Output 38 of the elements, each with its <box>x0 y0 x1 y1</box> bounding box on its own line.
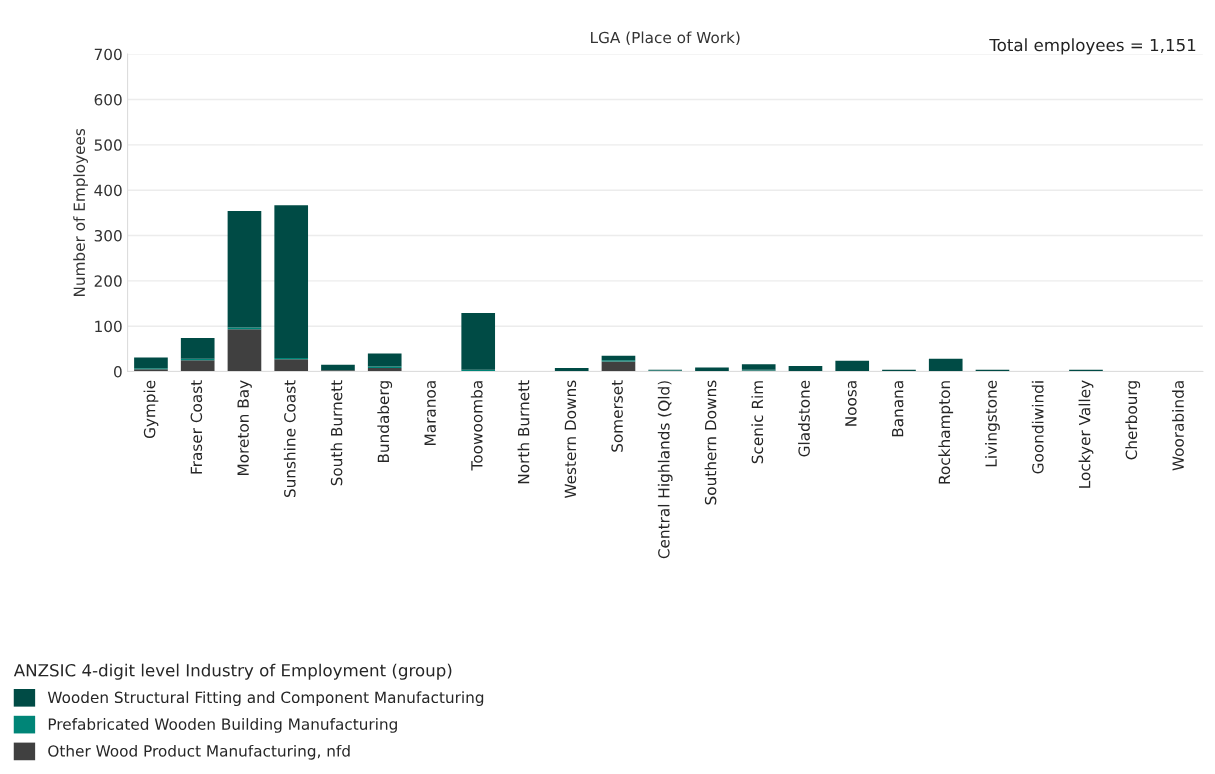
y-tick-label: 600 <box>94 93 122 106</box>
legend-label: Prefabricated Wooden Building Manufacturing <box>48 718 397 733</box>
y-axis-title: Number of Employees <box>73 128 88 297</box>
annotation: Total employees = 1,151 <box>989 38 1196 55</box>
y-tick-label: 100 <box>95 320 122 333</box>
y-tick-label: 0 <box>114 365 122 378</box>
x-tick-label: Livingstone <box>985 380 1000 467</box>
legend-label: Other Wood Product Manufacturing, nfd <box>48 744 350 760</box>
y-tick-label: 700 <box>94 48 122 61</box>
x-tick-label: Noosa <box>845 381 857 426</box>
x-tick-label: Toowoomba <box>470 381 483 471</box>
x-tick-label: Southern Downs <box>704 380 717 505</box>
x-tick-label: Sunshine Coast <box>283 380 296 498</box>
x-tick-label: Central Highlands (Qld) <box>657 381 673 559</box>
x-tick-label: Goondiwindi <box>1031 381 1044 474</box>
x-tick-label: Cherbourg <box>1125 381 1141 460</box>
y-tick-label: 500 <box>94 139 122 151</box>
x-tick-label: Fraser Coast <box>190 380 203 474</box>
legend-title: ANZSIC 4-digit level Industry of Employment (group) <box>13 663 452 680</box>
x-tick-label: Western Downs <box>564 380 577 499</box>
y-tick-label: 200 <box>94 275 122 287</box>
x-tick-label: Woorabinda <box>1172 381 1184 471</box>
x-tick-label: Somerset <box>611 380 623 452</box>
x-tick-label: Gladstone <box>798 380 810 457</box>
x-tick-label: Lockyer Valley <box>1078 380 1094 488</box>
legend-label: Wooden Structural Fitting and Component Manufacturing <box>47 691 484 707</box>
x-tick-label: Maranoa <box>424 381 436 445</box>
chart-title: LGA (Place of Work) <box>591 31 740 46</box>
y-tick-label: 400 <box>94 184 122 197</box>
x-tick-label: North Burnett <box>517 380 530 484</box>
x-tick-label: Bundaberg <box>377 381 393 463</box>
x-tick-label: South Burnett <box>330 380 343 486</box>
x-tick-label: Banana <box>892 381 904 437</box>
x-tick-label: Scenic Rim <box>751 381 764 464</box>
x-tick-label: Moreton Bay <box>237 380 252 475</box>
y-tick-label: 300 <box>94 229 122 242</box>
x-tick-label: Gympie <box>143 380 159 439</box>
x-tick-label: Rockhampton <box>938 381 954 484</box>
